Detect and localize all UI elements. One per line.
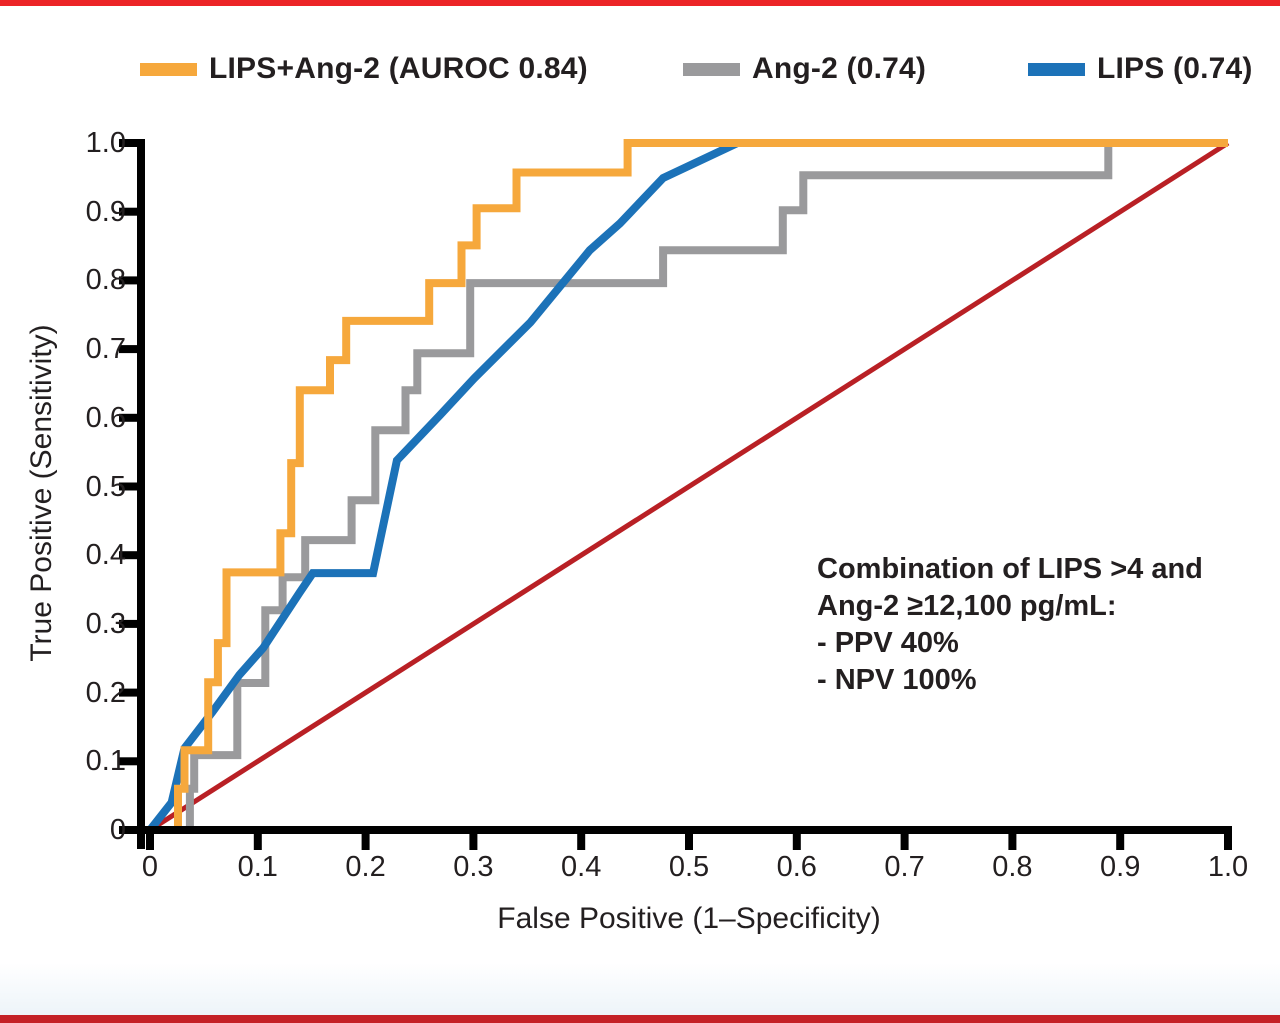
y-tick-mark [119,139,141,147]
reference-diagonal-line [148,140,1230,833]
legend-item: Ang-2 (0.74) [683,52,926,86]
y-tick-mark [119,482,141,491]
annotation-line: - PPV 40% [817,627,959,659]
y-tick-label: 0.8 [85,264,126,297]
x-tick-label: 0.3 [453,851,494,883]
y-tick-mark [119,413,141,422]
chart-legend: LIPS+Ang-2 (AUROC 0.84) Ang-2 (0.74) LIPS … [0,0,1280,100]
x-tick-mark [253,826,262,850]
y-tick-label: 0.1 [85,745,126,778]
x-tick-mark [469,826,478,850]
y-tick-mark [119,757,141,766]
legend-label: LIPS (0.74) [1097,52,1253,85]
legend-item: LIPS+Ang-2 (AUROC 0.84) [140,52,588,86]
x-axis-title: False Positive (1–Specificity) [497,902,881,935]
x-tick-mark [1116,826,1125,850]
x-axis-line [133,826,1232,834]
x-tick-mark [1008,826,1017,850]
y-tick-label: 0.7 [85,333,126,366]
y-tick-label: 0.4 [85,539,126,572]
x-tick-label: 0.5 [668,851,710,883]
y-tick-mark [119,207,141,216]
roc-curve-ang2 [150,146,1113,834]
x-tick-label: 0.6 [776,851,817,883]
x-tick-mark [900,826,909,850]
legend-label: Ang-2 (0.74) [752,52,927,85]
legend-label: LIPS+Ang-2 (AUROC 0.84) [209,52,588,85]
x-tick-label: 0.1 [237,851,278,883]
y-tick-label: 0.9 [85,195,126,228]
legend-swatch [683,62,740,76]
bottom-fade [0,963,1280,1015]
x-tick-mark [577,826,586,850]
x-tick-mark [146,826,154,850]
annotation-line: Combination of LIPS >4 and [817,553,1203,585]
y-tick-label: 1.0 [85,127,126,159]
legend-swatch [1028,62,1085,76]
x-tick-label: 1.0 [1207,851,1249,883]
y-tick-label: 0.3 [85,607,126,640]
y-tick-mark [119,688,141,697]
x-tick-mark [1224,826,1232,850]
roc-curve-lips-ang2 [150,139,1228,834]
x-tick-label: 0.2 [345,851,386,883]
x-tick-mark [361,826,370,850]
roc-curve-lips [146,139,1228,833]
y-tick-label: 0.6 [85,401,126,434]
x-tick-label: 0.7 [884,851,925,883]
y-tick-label: 0.5 [85,470,126,503]
y-axis-line [137,139,145,849]
y-tick-mark [119,345,141,354]
y-tick-mark [119,619,141,628]
cutoff-annotation: Combination of LIPS >4 and Ang-2 ≥12,100 … [817,551,1247,699]
annotation-line: Ang-2 ≥12,100 pg/mL: [817,590,1117,622]
y-axis-title: True Positive (Sensitivity) [25,324,58,662]
x-tick-label: 0 [141,851,159,883]
annotation-line: - NPV 100% [817,664,977,696]
top-red-rule [0,0,1280,6]
x-tick-label: 0.8 [992,851,1033,883]
x-tick-mark [685,826,693,850]
y-tick-mark [119,276,141,285]
x-tick-label: 0.9 [1100,851,1141,883]
y-tick-mark [119,826,141,834]
x-tick-mark [792,826,801,850]
legend-swatch [140,62,197,76]
y-tick-label: 0.2 [85,676,126,709]
y-tick-mark [119,551,141,560]
x-tick-label: 0.4 [561,851,602,883]
legend-item: LIPS (0.74) [1028,52,1253,86]
y-tick-label: 0 [109,814,126,846]
bottom-red-rule [0,1015,1280,1023]
